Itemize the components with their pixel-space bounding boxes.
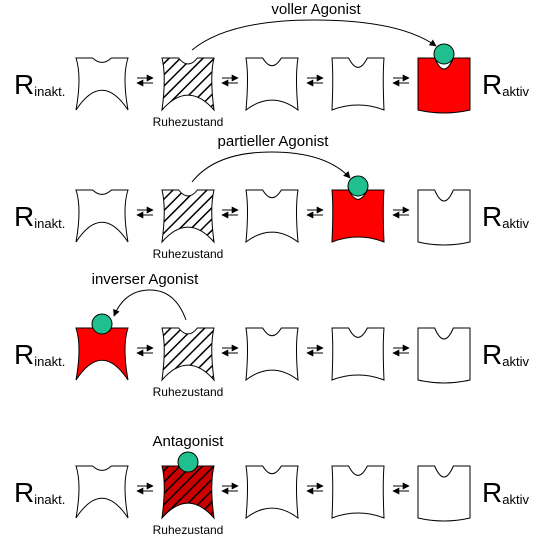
receptor-state-0: [75, 189, 129, 243]
inactive-subscript: inakt.: [34, 84, 65, 99]
active-subscript: aktiv: [502, 354, 529, 369]
receptor-state-2: [245, 327, 299, 382]
r-active-label: Raktiv: [482, 339, 529, 370]
receptor-state-3: [331, 465, 385, 519]
r-symbol: R: [14, 201, 34, 232]
inactive-subscript: inakt.: [34, 216, 65, 231]
ligand-molecule: [177, 451, 199, 473]
r-symbol: R: [482, 477, 502, 508]
transition-arrow: [191, 19, 437, 51]
receptor-state-0: [75, 465, 129, 519]
ligand-type-label: partieller Agonist: [218, 133, 330, 150]
receptor-state-4: [417, 465, 471, 522]
r-symbol: R: [482, 339, 502, 370]
receptor-state-3: [331, 327, 385, 381]
equilibrium-arrows-1: [221, 482, 239, 495]
receptor-state-bound-0: [75, 327, 129, 381]
equilibrium-arrows-2: [306, 482, 324, 495]
r-symbol: R: [14, 339, 34, 370]
r-symbol: R: [14, 477, 34, 508]
r-active-label: Raktiv: [482, 477, 529, 508]
receptor-state-rest: [161, 57, 215, 112]
equilibrium-arrows-2: [306, 74, 324, 87]
receptor-state-4: [417, 189, 471, 246]
equilibrium-arrows-3: [392, 482, 410, 495]
ligand-type-label: inverser Agonist: [92, 271, 200, 288]
ligand-molecule: [433, 43, 455, 65]
receptor-state-3: [331, 57, 385, 111]
ligand-molecule: [347, 175, 369, 197]
active-subscript: aktiv: [502, 492, 529, 507]
rest-state-label: Ruhezustand: [153, 247, 224, 261]
active-subscript: aktiv: [502, 84, 529, 99]
receptor-state-rest: [161, 327, 215, 382]
r-symbol: R: [14, 69, 34, 100]
equilibrium-arrows-0: [136, 344, 154, 357]
inactive-subscript: inakt.: [34, 354, 65, 369]
equilibrium-arrows-2: [306, 206, 324, 219]
transition-arrow: [191, 151, 351, 183]
receptor-state-rest: [161, 465, 215, 520]
equilibrium-arrows-0: [136, 74, 154, 87]
equilibrium-arrows-0: [136, 206, 154, 219]
receptor-state-4: [417, 327, 471, 384]
ligand-type-label: Antagonist: [153, 433, 225, 450]
rest-state-label: Ruhezustand: [153, 523, 224, 537]
equilibrium-arrows-1: [221, 74, 239, 87]
active-subscript: aktiv: [502, 216, 529, 231]
equilibrium-arrows-1: [221, 206, 239, 219]
equilibrium-arrows-3: [392, 344, 410, 357]
equilibrium-arrows-0: [136, 482, 154, 495]
equilibrium-arrows-3: [392, 206, 410, 219]
inactive-subscript: inakt.: [34, 492, 65, 507]
equilibrium-arrows-3: [392, 74, 410, 87]
equilibrium-arrows-1: [221, 344, 239, 357]
ligand-molecule: [91, 313, 113, 335]
rest-state-label: Ruhezustand: [153, 115, 224, 129]
r-symbol: R: [482, 69, 502, 100]
receptor-state-2: [245, 57, 299, 112]
r-inactive-label: Rinakt.: [14, 339, 65, 370]
ligand-type-label: voller Agonist: [271, 1, 361, 18]
receptor-state-bound-3: [331, 189, 385, 243]
receptor-state-rest: [161, 189, 215, 244]
receptor-state-0: [75, 57, 129, 111]
equilibrium-arrows-2: [306, 344, 324, 357]
receptor-state-2: [245, 189, 299, 244]
transition-arrow: [113, 289, 187, 321]
receptor-state-2: [245, 465, 299, 520]
r-symbol: R: [482, 201, 502, 232]
r-inactive-label: Rinakt.: [14, 69, 65, 100]
rest-state-label: Ruhezustand: [153, 385, 224, 399]
r-inactive-label: Rinakt.: [14, 201, 65, 232]
r-inactive-label: Rinakt.: [14, 477, 65, 508]
r-active-label: Raktiv: [482, 201, 529, 232]
r-active-label: Raktiv: [482, 69, 529, 100]
receptor-state-bound-4: [417, 57, 471, 114]
